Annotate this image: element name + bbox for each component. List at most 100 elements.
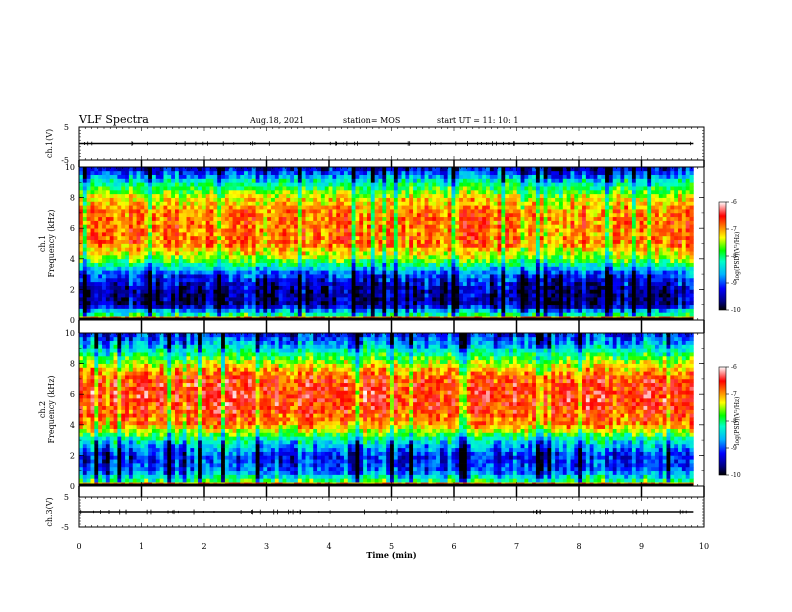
ch1-spec-cell	[205, 277, 210, 283]
ch1-spec-cell	[340, 193, 345, 198]
ch1-spec-cell	[175, 281, 180, 286]
ch1-spec-cell	[151, 293, 157, 298]
ch1-spec-cell	[447, 170, 452, 175]
ch1-spec-cell	[151, 201, 157, 206]
ch1-spec-cell	[247, 289, 253, 294]
ch1-spec-cell	[151, 308, 157, 313]
ch1-spec-cell	[309, 247, 314, 252]
ch1-spec-cell	[117, 297, 122, 302]
ch1-spec-cell	[213, 209, 218, 214]
ch1-spec-cell	[98, 220, 103, 225]
ch1-spec-cell	[451, 258, 456, 263]
ch1-spec-cell	[270, 182, 276, 187]
ch1-spec-cell	[82, 193, 88, 198]
ch1-spec-cell	[198, 178, 203, 183]
ch1-spec-cell	[409, 186, 414, 191]
ch1-spec-cell	[340, 300, 345, 306]
ch1-spec-cell	[217, 285, 222, 290]
ch1-spec-cell	[259, 289, 264, 294]
ch1-spec-cell	[459, 274, 464, 279]
ch1-spec-cell	[509, 270, 514, 275]
ch1-spec-cell	[390, 174, 395, 179]
ch1-spec-cell	[332, 289, 337, 294]
ch1-spec-cell	[313, 212, 318, 218]
ch1-spec-cell	[520, 232, 525, 237]
ch1-spec-cell	[297, 209, 303, 214]
ch1-spec-cell	[366, 228, 372, 233]
ch1-spec-cell	[82, 167, 88, 172]
ch1-spec-cell	[501, 304, 506, 309]
ch1-spec-cell	[194, 308, 199, 313]
ch1-spec-cell	[374, 293, 379, 298]
ch1-spec-cell	[194, 274, 199, 279]
ch1-spec-cell	[175, 239, 180, 244]
ch1-spec-cell	[528, 297, 533, 302]
ch1-spec-cell	[305, 193, 310, 198]
ch1-spec-cell	[505, 197, 510, 202]
ch1-spec-cell	[397, 247, 402, 252]
ch1-spec-cell	[244, 297, 249, 302]
ch1-spec-cell	[524, 254, 529, 260]
ch1-spec-cell	[263, 216, 268, 221]
ch1-spec-cell	[198, 312, 203, 317]
ch1-spec-cell	[520, 167, 525, 172]
ch1-spec-cell	[125, 304, 130, 309]
ch1-spec-cell	[428, 197, 433, 202]
ch1-spec-cell	[224, 270, 230, 275]
ch1-spec-cell	[370, 182, 376, 187]
ch1-spec-cell	[90, 289, 95, 294]
ch1-spec-cell	[474, 270, 479, 275]
ch1-spec-cell	[424, 266, 429, 271]
ch1-spec-cell	[178, 247, 184, 252]
ch1-spec-cell	[282, 281, 287, 286]
ch1-spec-cell	[263, 258, 268, 263]
ch1-spec-cell	[163, 258, 168, 263]
ch1-spec-cell	[232, 228, 237, 233]
ch1-spec-cell	[267, 312, 272, 317]
ch1-spec-cell	[343, 193, 349, 198]
ch1-spec-cell	[413, 289, 418, 294]
ch1-spec-cell	[405, 228, 410, 233]
ch1-spec-cell	[462, 235, 468, 241]
ch1-spec-cell	[416, 216, 422, 221]
ch1-spec-cell	[190, 270, 195, 275]
ch1-spec-cell	[432, 228, 437, 233]
ch1-spec-cell	[82, 197, 88, 202]
ch1-spec-cell	[286, 277, 291, 283]
ch1-spec-cell	[393, 270, 399, 275]
ch1-spec-cell	[420, 289, 425, 294]
ch1-spec-cell	[251, 186, 256, 191]
ch1-spec-cell	[324, 304, 329, 309]
ch1-spec-cell	[278, 193, 283, 198]
ch1-spec-cell	[198, 251, 203, 256]
ch1-spec-cell	[474, 285, 479, 290]
ch1-spec-cell	[328, 277, 333, 283]
ch1-spec-cell	[466, 167, 472, 172]
ch1-spec-cell	[313, 293, 318, 298]
ch1-spec-cell	[390, 239, 395, 244]
ch1-spec-cell	[347, 201, 352, 206]
ch1-spec-cell	[171, 262, 176, 267]
ch1-spec-cell	[432, 167, 437, 172]
ch1-spec-cell	[366, 274, 372, 279]
ch1-spec-cell	[182, 224, 187, 229]
ch1-spec-cell	[432, 277, 437, 283]
ch1-spec-cell	[163, 235, 168, 241]
ch1-spec-cell	[144, 189, 149, 195]
ch1-spec-cell	[340, 258, 345, 263]
ch1-spec-cell	[121, 297, 126, 302]
ch1-spec-cell	[255, 247, 260, 252]
ch1-spec-cell	[320, 266, 326, 271]
ch1-spec-cell	[125, 243, 130, 248]
ch1-spec-cell	[79, 262, 84, 267]
ch1-spec-cell	[221, 170, 226, 175]
ch1-spec-cell	[190, 209, 195, 214]
ch1-spec-cell	[420, 297, 425, 302]
ch1-spec-cell	[324, 239, 329, 244]
ch1-spec-cell	[374, 258, 379, 263]
ch1-spec-cell	[148, 178, 153, 183]
ch1-spec-cell	[247, 304, 253, 309]
ch1-spec-cell	[420, 212, 425, 218]
ch1-spec-cell	[397, 174, 402, 179]
ch1-spec-cell	[382, 167, 387, 172]
